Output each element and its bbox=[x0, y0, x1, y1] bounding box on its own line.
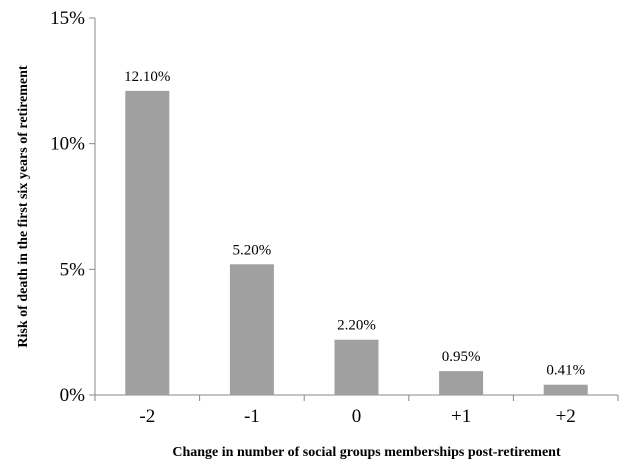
data-labels: 12.10% 5.20% 2.20% 0.95% 0.41% bbox=[124, 69, 585, 379]
y-tick-label: 15% bbox=[50, 8, 85, 29]
x-tick-label: 0 bbox=[352, 406, 362, 427]
bar-value-label: 2.20% bbox=[337, 318, 376, 334]
bar bbox=[229, 264, 274, 395]
y-tick-label: 5% bbox=[60, 259, 86, 280]
bar-value-label: 0.41% bbox=[546, 363, 585, 379]
x-tick-label: +1 bbox=[451, 406, 471, 427]
bar bbox=[543, 384, 588, 395]
bar-value-label: 0.95% bbox=[442, 349, 481, 365]
bar-series bbox=[125, 90, 588, 396]
y-tick-label: 10% bbox=[50, 134, 85, 155]
bar bbox=[334, 339, 379, 395]
x-tick-label: -1 bbox=[244, 406, 260, 427]
bar-value-label: 5.20% bbox=[233, 242, 272, 258]
x-axis-ticks: -2 -1 0 +1 +2 bbox=[94, 395, 619, 427]
x-tick-label: -2 bbox=[139, 406, 155, 427]
x-tick-label: +2 bbox=[556, 406, 576, 427]
y-axis-title: Risk of death in the first six years of … bbox=[16, 65, 31, 347]
y-tick-label: 0% bbox=[60, 385, 86, 406]
bar bbox=[439, 371, 484, 395]
x-axis-title: Change in number of social groups member… bbox=[172, 445, 561, 460]
bar bbox=[125, 90, 170, 396]
y-axis-ticks: 0% 5% 10% 15% bbox=[50, 8, 95, 406]
bar-value-label: 12.10% bbox=[124, 69, 170, 85]
